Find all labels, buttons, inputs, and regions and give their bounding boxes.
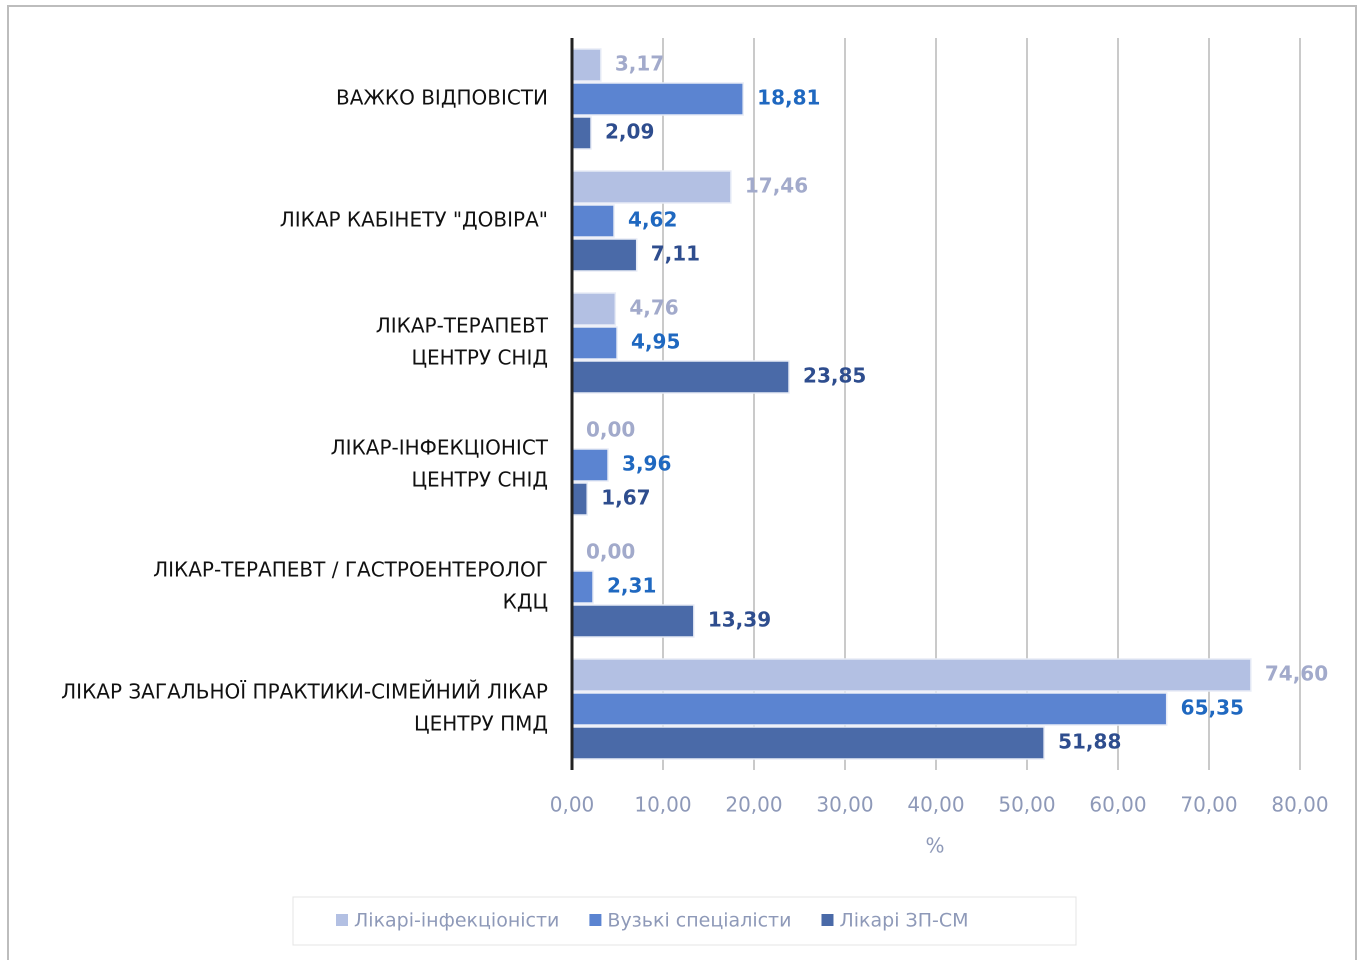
legend-swatch [589,914,602,926]
x-tick-label: 70,00 [1180,793,1237,817]
data-label: 4,95 [631,330,680,354]
data-label: 65,35 [1181,696,1244,720]
data-label: 4,62 [628,208,677,232]
y-tick-label: ВАЖКО ВІДПОВІСТИ [336,86,548,110]
x-tick-label: 80,00 [1271,793,1328,817]
data-label: 0,00 [586,540,635,564]
data-label: 74,60 [1265,662,1328,686]
x-tick-label: 10,00 [634,793,691,817]
bar [571,482,588,516]
data-label: 18,81 [757,86,820,110]
bar [571,326,618,360]
data-label: 17,46 [745,174,808,198]
bar [571,82,744,116]
data-label: 4,76 [629,296,678,320]
data-label: 2,31 [607,574,656,598]
chart-frame [7,5,1357,964]
bar [571,692,1168,726]
bar [571,448,609,482]
bar [571,292,617,326]
bar [571,360,790,394]
bar [571,170,732,204]
bar [571,204,615,238]
y-tick-label: КДЦ [503,590,548,614]
bar [571,48,602,82]
data-label: 51,88 [1058,730,1121,754]
x-tick-label: 50,00 [998,793,1055,817]
y-tick-label: ЦЕНТРУ СНІД [411,346,548,370]
x-axis-title: % [925,834,944,858]
y-tick-label: ЛІКАР-ІНФЕКЦІОНІСТ [331,436,549,460]
data-label: 3,17 [615,52,664,76]
y-tick-label: ЛІКАР КАБІНЕТУ "ДОВІРА" [280,208,548,232]
x-tick-label: 40,00 [907,793,964,817]
data-label: 2,09 [605,120,654,144]
bar [571,238,638,272]
x-tick-label: 20,00 [725,793,782,817]
x-tick-label: 30,00 [816,793,873,817]
y-tick-label: ЦЕНТРУ ПМД [414,712,548,736]
legend-swatch [821,914,834,926]
y-tick-label: ЦЕНТРУ СНІД [411,468,548,492]
bar [571,570,594,604]
data-label: 7,11 [651,242,700,266]
legend-label: Вузькі спеціалісти [607,910,791,932]
y-tick-label: ЛІКАР ЗАГАЛЬНОЇ ПРАКТИКИ-СІМЕЙНИЙ ЛІКАР [61,680,548,704]
data-label: 1,67 [601,486,650,510]
bar [571,726,1045,760]
x-tick-label: 60,00 [1089,793,1146,817]
bar [571,604,695,638]
data-label: 0,00 [586,418,635,442]
data-label: 23,85 [803,364,866,388]
x-tick-label: 0,00 [550,793,595,817]
data-label: 13,39 [708,608,771,632]
bar [571,658,1252,692]
legend-swatch [336,914,348,926]
y-tick-label: ЛІКАР-ТЕРАПЕВТ [376,314,549,338]
bar [571,116,592,150]
legend-box [292,896,1077,946]
legend-label: Лікарі-інфекціоністи [354,910,559,932]
y-tick-label: ЛІКАР-ТЕРАПЕВТ / ГАСТРОЕНТЕРОЛОГ [153,558,548,582]
data-label: 3,96 [622,452,671,476]
legend-label: Лікарі ЗП-СМ [839,910,968,932]
